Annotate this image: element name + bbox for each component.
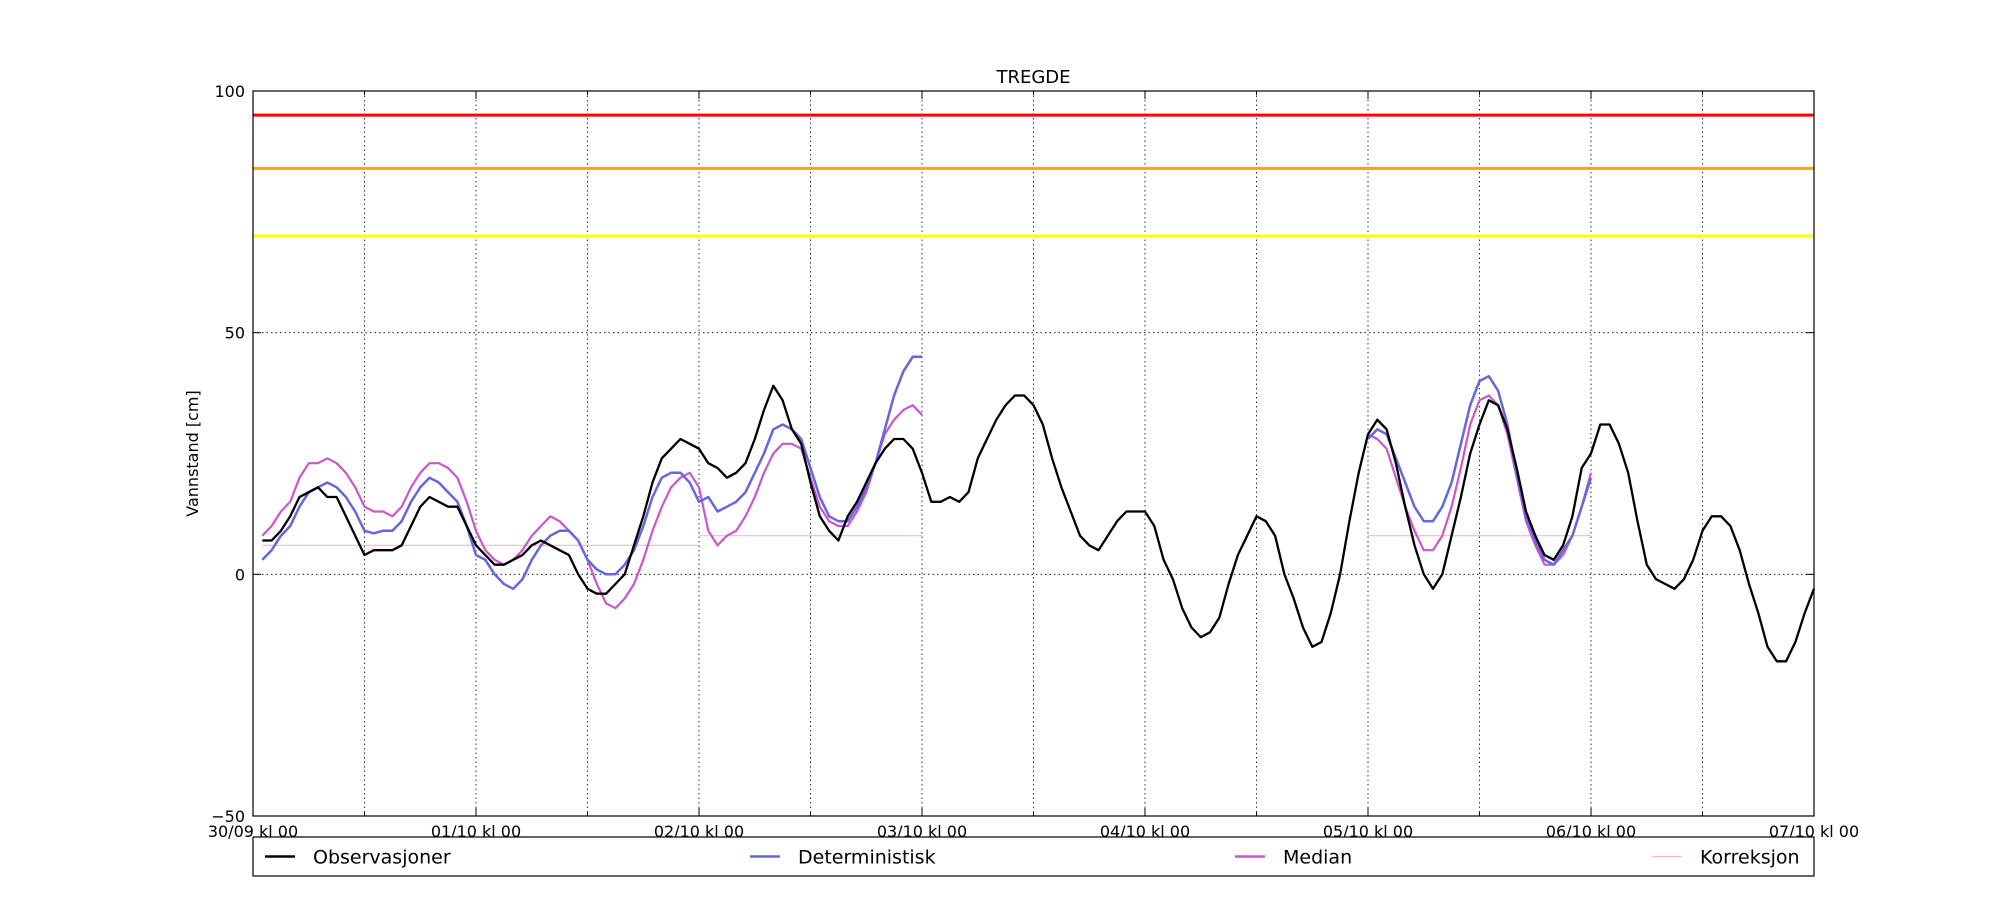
x-tick-label: 03/10 kl 00	[877, 822, 967, 841]
legend-box	[252, 836, 1815, 877]
legend-label-observasjoner: Observasjoner	[313, 847, 451, 869]
legend: Observasjoner Deterministisk Median Korreks…	[252, 836, 1815, 877]
legend-label-median: Median	[1283, 847, 1352, 869]
y-tick-label: 0	[235, 565, 245, 584]
threshold-layer	[253, 113, 1814, 238]
legend-label-korreksjon: Korreksjon	[1700, 847, 1800, 869]
x-tick-label: 07/10 kl 00	[1769, 822, 1859, 841]
x-tick-label: 01/10 kl 00	[431, 822, 521, 841]
legend-items: Observasjoner Deterministisk Median Korreks…	[265, 847, 1800, 869]
y-tick-label: −50	[211, 807, 245, 826]
median-line	[261, 404, 923, 610]
y-tick-label: 50	[225, 324, 245, 343]
x-tick-label: 04/10 kl 00	[1100, 822, 1190, 841]
y-axis-label: Vannstand [cm]	[183, 390, 202, 516]
chart-title: TREGDE	[995, 67, 1070, 88]
series-layer	[261, 355, 1816, 663]
observasjoner-line	[262, 384, 1816, 663]
y-tick-label: 100	[214, 82, 245, 101]
x-tick-label: 05/10 kl 00	[1323, 822, 1413, 841]
deterministisk-line	[1367, 374, 1593, 566]
x-tick-label: 02/10 kl 00	[654, 822, 744, 841]
grid-layer	[253, 91, 1814, 816]
deterministisk-line	[261, 355, 922, 591]
x-tick-label: 30/09 kl 00	[208, 822, 298, 841]
x-tick-label: 06/10 kl 00	[1546, 822, 1636, 841]
legend-label-deterministisk: Deterministisk	[798, 847, 936, 869]
